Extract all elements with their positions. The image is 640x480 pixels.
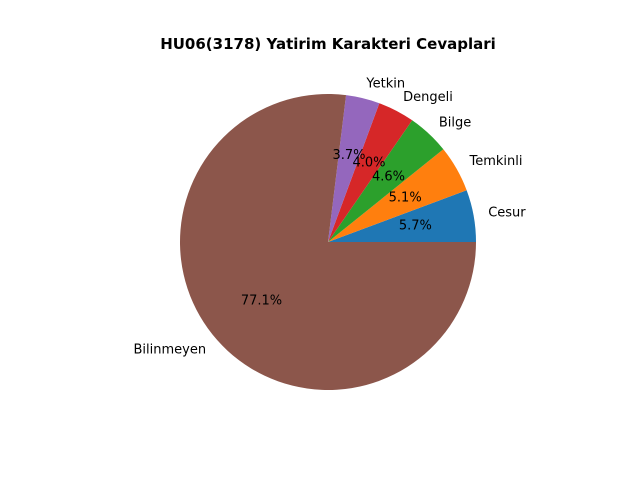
- pie-slice-cesur: [328, 190, 476, 242]
- slice-percent-dengeli: 4.0%: [352, 156, 385, 171]
- slice-percent-bilge: 4.6%: [372, 169, 405, 184]
- pie-slice-bilge: [328, 120, 444, 242]
- chart-title: HU06(3178) Yatirim Karakteri Cevaplari: [160, 35, 496, 53]
- slice-label-cesur: Cesur: [488, 206, 526, 221]
- slice-label-dengeli: Dengeli: [403, 90, 453, 105]
- slice-label-bilinmeyen: Bilinmeyen: [133, 342, 206, 357]
- slice-percent-bilinmeyen: 77.1%: [241, 293, 282, 308]
- slice-percent-temkinli: 5.1%: [389, 191, 422, 206]
- pie-slice-temkinli: [328, 149, 467, 242]
- pie-slice-bilinmeyen: [180, 94, 477, 390]
- pie-slice-yetkin: [328, 95, 380, 242]
- slice-label-bilge: Bilge: [439, 115, 471, 130]
- slice-percent-cesur: 5.7%: [399, 219, 432, 234]
- pie-slice-dengeli: [328, 103, 413, 243]
- pie-labels: Cesur 5.7% Temkinli 5.1% Bilge 4.6% Dengeli 4.0…: [133, 76, 526, 357]
- slice-percent-yetkin: 3.7%: [332, 148, 365, 163]
- slice-label-temkinli: Temkinli: [468, 154, 522, 169]
- pie-slices: [180, 94, 477, 390]
- slice-label-yetkin: Yetkin: [365, 76, 405, 91]
